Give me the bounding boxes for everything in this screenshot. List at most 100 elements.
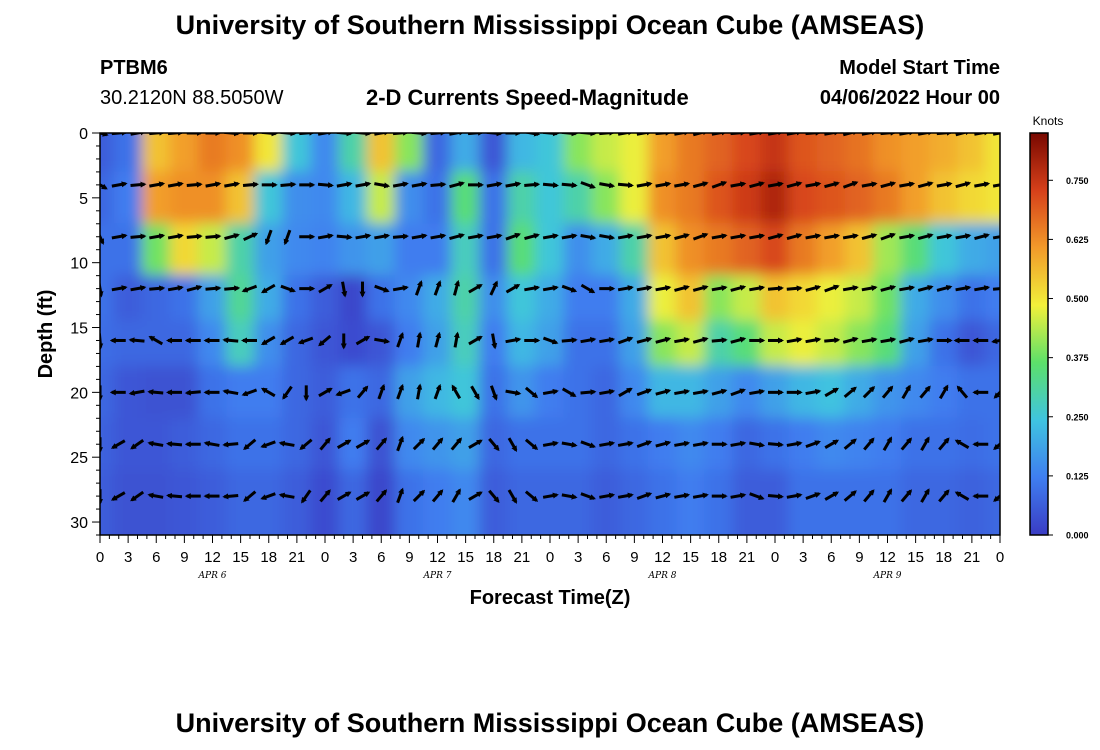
heat-cell — [591, 171, 621, 225]
heat-cell — [760, 320, 790, 367]
x-tick-label: 12 — [879, 549, 896, 566]
current-arrow — [917, 181, 934, 189]
x-tick-label: 15 — [682, 549, 699, 566]
current-arrow — [805, 440, 821, 449]
heat-cell — [563, 469, 593, 535]
heat-cell — [760, 133, 790, 173]
current-arrow — [636, 492, 653, 500]
current-arrow — [786, 492, 803, 499]
heat-cell — [844, 275, 874, 322]
current-arrow — [882, 436, 893, 452]
current-arrow — [636, 388, 653, 397]
heat-cell — [760, 469, 790, 535]
x-tick-label: 21 — [739, 549, 756, 566]
current-arrow — [319, 489, 331, 503]
current-arrow — [317, 133, 334, 136]
current-arrow — [414, 280, 423, 296]
heat-cell — [169, 133, 199, 173]
x-tick-label: 6 — [152, 549, 160, 566]
y-tick-label: 25 — [70, 450, 88, 467]
heat-cell — [591, 469, 621, 535]
current-arrow — [900, 437, 913, 451]
heat-cell — [141, 171, 171, 225]
current-arrow — [974, 133, 991, 136]
current-arrow — [356, 385, 369, 399]
y-tick-label: 20 — [70, 385, 88, 402]
current-arrow — [434, 331, 442, 348]
heat-cell — [591, 320, 621, 367]
current-arrow — [260, 492, 276, 500]
heat-cell — [310, 171, 340, 225]
heat-cell — [507, 320, 537, 367]
current-arrow — [993, 442, 1000, 451]
colorbar-tick-label: 0.625 — [1066, 235, 1089, 245]
heat-cell — [282, 171, 312, 225]
current-arrow — [599, 337, 616, 344]
speed-heatmap — [100, 133, 1000, 535]
day-label: APR 9 — [873, 571, 902, 581]
current-arrow — [431, 489, 444, 503]
heat-cell — [100, 320, 115, 367]
current-arrow — [375, 489, 388, 503]
current-arrow — [524, 133, 541, 137]
current-arrow — [655, 440, 672, 448]
heat-cell — [844, 133, 874, 173]
current-arrow — [636, 336, 653, 344]
heat-cell — [169, 469, 199, 535]
current-arrow — [318, 283, 333, 294]
current-arrow — [374, 233, 391, 240]
heat-cell — [872, 171, 903, 225]
x-tick-label: 18 — [935, 549, 952, 566]
current-arrow — [318, 334, 332, 347]
current-arrow — [449, 233, 465, 241]
heat-cell — [451, 469, 481, 535]
model-start-label: Model Start Time — [839, 57, 1000, 79]
chart-title-top: University of Southern Mississippi Ocean… — [175, 10, 925, 40]
current-arrow — [599, 492, 616, 499]
heat-cell — [479, 223, 509, 277]
heat-cell — [816, 171, 846, 225]
current-arrow — [111, 233, 128, 240]
current-arrow — [147, 440, 164, 447]
current-arrow — [468, 491, 483, 501]
current-arrow — [524, 386, 539, 399]
current-arrow — [184, 389, 201, 396]
heat-cell — [929, 133, 959, 173]
current-arrow — [130, 233, 147, 240]
heat-cell — [732, 320, 762, 367]
heat-cell — [422, 275, 453, 322]
current-arrow — [580, 337, 597, 344]
heat-cell — [929, 275, 959, 322]
current-arrow — [147, 492, 164, 499]
heat-cell — [451, 171, 481, 225]
heat-cell — [844, 469, 874, 535]
current-arrow — [580, 440, 596, 449]
heat-cell — [788, 171, 818, 225]
y-tick-label: 10 — [70, 256, 88, 273]
current-arrow — [880, 337, 897, 344]
current-arrow — [374, 182, 391, 189]
colorbar-tick-label: 0.250 — [1066, 412, 1089, 422]
current-arrow — [468, 335, 483, 346]
current-arrow — [692, 492, 709, 499]
heat-cell — [169, 223, 199, 277]
current-arrow — [730, 284, 747, 292]
current-arrow — [617, 133, 634, 136]
current-arrow — [452, 279, 460, 296]
heat-cell — [901, 133, 931, 173]
x-tick-label: 0 — [771, 549, 779, 566]
heat-cell — [816, 275, 846, 322]
heat-cell — [563, 223, 593, 277]
current-arrow — [467, 233, 484, 240]
current-arrow — [224, 181, 241, 188]
current-arrow — [524, 233, 540, 241]
current-arrow — [396, 435, 404, 452]
current-arrow — [767, 133, 784, 136]
x-tick-label: 3 — [574, 549, 582, 566]
current-arrow — [242, 181, 259, 188]
heat-cell — [563, 320, 593, 367]
current-arrow — [524, 490, 539, 502]
current-arrow — [433, 280, 442, 296]
current-arrow — [336, 439, 352, 450]
